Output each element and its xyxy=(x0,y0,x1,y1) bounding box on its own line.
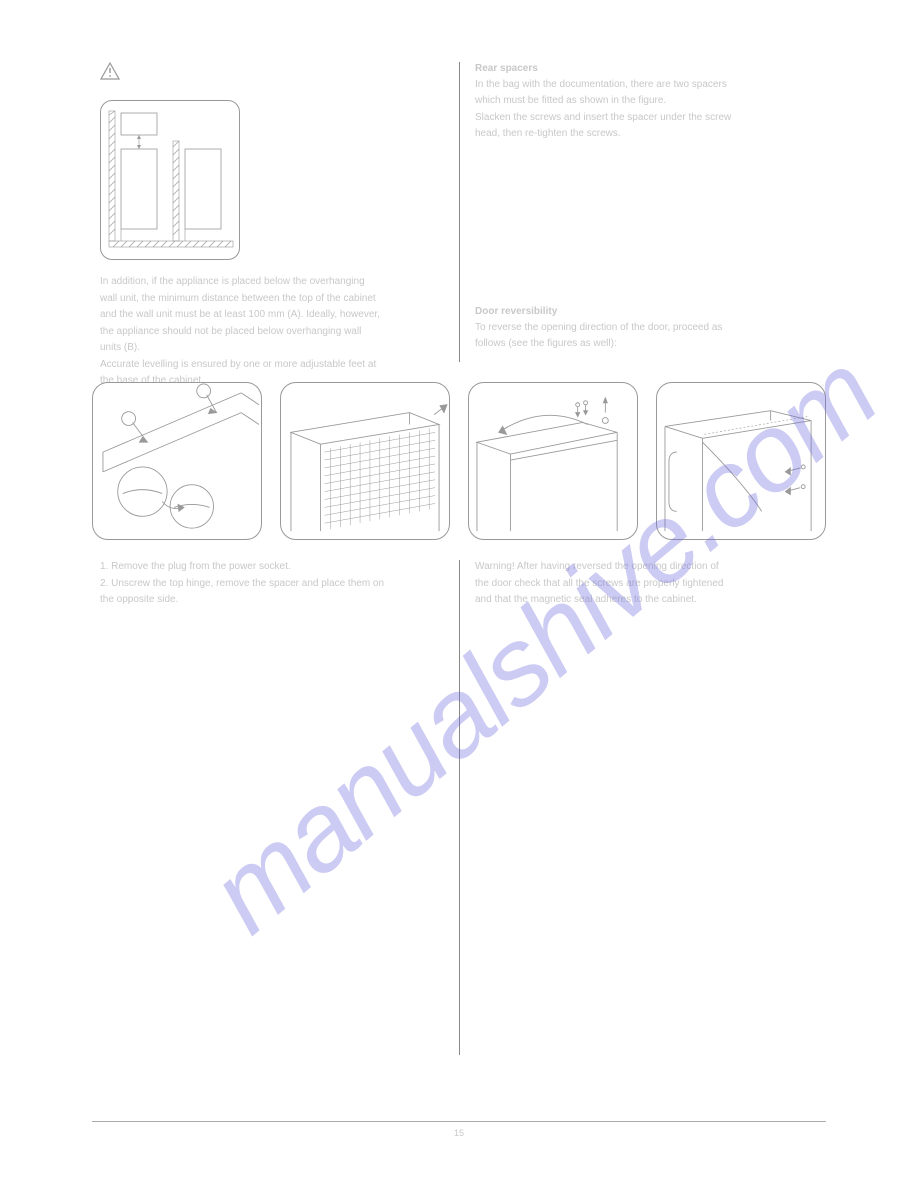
door-reversibility-heading: Door reversibility xyxy=(475,305,815,319)
figure-panel-4 xyxy=(656,382,826,540)
column-divider-bottom xyxy=(459,560,460,1055)
clearance-diagram xyxy=(100,100,240,260)
figure-panel-2 xyxy=(280,382,450,540)
step-line: 2. Unscrew the top hinge, remove the spa… xyxy=(100,577,450,591)
page-number: 15 xyxy=(454,1128,464,1138)
right-line: Slacken the screws and insert the spacer… xyxy=(475,111,815,125)
step-line: the opposite side. xyxy=(100,593,450,607)
right-line: which must be fitted as shown in the fig… xyxy=(475,94,815,108)
step-line: and that the magnetic seal adheres to th… xyxy=(475,593,815,607)
warning-icon xyxy=(100,62,120,80)
left-line: units (B). xyxy=(100,341,450,355)
step-line: Warning! After having reversed the openi… xyxy=(475,560,815,574)
left-line: wall unit, the minimum distance between … xyxy=(100,292,450,306)
figure-row xyxy=(92,382,826,540)
left-line: Accurate levelling is ensured by one or … xyxy=(100,358,450,372)
steps-left-column: 1. Remove the plug from the power socket… xyxy=(100,560,450,610)
left-line: the appliance should not be placed below… xyxy=(100,325,450,339)
right-line: follows (see the figures as well): xyxy=(475,337,815,351)
column-divider-top xyxy=(459,62,460,362)
figure-panel-1 xyxy=(92,382,262,540)
steps-right-column: Warning! After having reversed the openi… xyxy=(475,560,815,610)
figure-panel-3 xyxy=(468,382,638,540)
left-line: In addition, if the appliance is placed … xyxy=(100,275,450,289)
rear-spacers-heading: Rear spacers xyxy=(475,62,815,76)
step-line: 1. Remove the plug from the power socket… xyxy=(100,560,450,574)
right-line: In the bag with the documentation, there… xyxy=(475,78,815,92)
left-column-text: In addition, if the appliance is placed … xyxy=(100,275,450,391)
right-line: head, then re-tighten the screws. xyxy=(475,127,815,141)
door-reversibility-block: Door reversibility To reverse the openin… xyxy=(475,305,815,354)
step-line: the door check that all the screws are p… xyxy=(475,577,815,591)
page-footer: 15 xyxy=(92,1121,826,1138)
left-line: and the wall unit must be at least 100 m… xyxy=(100,308,450,322)
rear-spacers-block: Rear spacers In the bag with the documen… xyxy=(475,62,815,144)
right-line: To reverse the opening direction of the … xyxy=(475,321,815,335)
